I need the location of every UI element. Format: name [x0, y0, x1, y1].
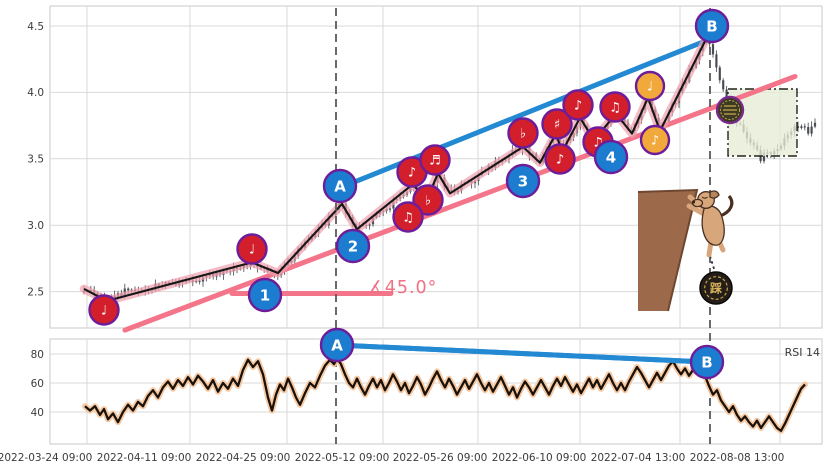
annotation-markers: ♩ ♩ ♪ ♬ ♭ ♫ ♭ ♯ ♪ ♪ ♫ ♫ ♩ ♪ 1 2 3 4 A B A B — [88, 8, 730, 380]
rsi-indicator-label: RSI 14 — [785, 346, 820, 359]
cliff-shape — [638, 190, 697, 311]
trend-line-rsi-divergence-top[interactable] — [334, 342, 709, 365]
price-tick-label: 4.0 — [27, 87, 44, 99]
rsi-tick-label: 60 — [31, 378, 44, 390]
svg-text:3: 3 — [518, 172, 528, 190]
svg-text:♫: ♫ — [609, 101, 621, 116]
dog-eye — [701, 196, 708, 199]
note-marker-♯[interactable]: ♯ — [541, 108, 573, 140]
x-tick-label: 2022-04-25 09:00 — [196, 452, 291, 464]
point-marker-B[interactable]: B — [694, 8, 730, 44]
svg-text:♭: ♭ — [425, 194, 431, 209]
x-axis-tick-labels: 2022-03-24 09:00 2022-04-11 09:00 2022-04-… — [0, 452, 784, 464]
note-marker-♫[interactable]: ♫ — [392, 201, 424, 233]
svg-text:♯: ♯ — [554, 118, 560, 133]
climbing-dog — [686, 190, 734, 258]
note-marker-♩[interactable]: ♩ — [88, 294, 120, 326]
svg-text:♪: ♪ — [574, 99, 582, 114]
svg-text:1: 1 — [260, 286, 270, 304]
svg-text:♩: ♩ — [647, 80, 653, 95]
note-marker-♩[interactable]: ♩ — [236, 233, 268, 265]
price-tick-label: 4.5 — [27, 21, 44, 33]
ball-character: 踩 — [710, 282, 722, 296]
rsi-line-series — [82, 355, 808, 434]
x-tick-label: 2022-07-04 13:00 — [591, 452, 686, 464]
svg-text:♩: ♩ — [249, 243, 255, 258]
price-axis-tick-labels: 4.5 4.0 3.5 3.0 2.5 — [27, 21, 44, 299]
svg-text:4: 4 — [606, 148, 616, 166]
svg-text:B: B — [706, 17, 717, 35]
svg-text:A: A — [331, 336, 343, 354]
note-marker-♭[interactable]: ♭ — [507, 117, 539, 149]
price-panel-frame — [49, 5, 823, 329]
angle-annotation-label: ∡45.0° — [368, 278, 437, 298]
point-marker-A[interactable]: A — [319, 327, 355, 363]
price-tick-label: 3.5 — [27, 154, 44, 166]
coin-seal-icon — [715, 95, 745, 125]
point-marker-2[interactable]: 2 — [335, 228, 371, 264]
dog-cliff-illustration: 踩 — [637, 188, 734, 312]
rsi-tick-label: 80 — [31, 349, 44, 361]
svg-text:♪: ♪ — [651, 134, 659, 149]
svg-text:♬: ♬ — [429, 154, 441, 169]
svg-text:♪: ♪ — [408, 166, 416, 181]
x-tick-label: 2022-08-08 13:00 — [690, 452, 785, 464]
note-marker-♩[interactable]: ♩ — [634, 70, 666, 102]
point-marker-3[interactable]: 3 — [505, 163, 541, 199]
note-marker-♪[interactable]: ♪ — [562, 89, 594, 121]
dog-tail — [719, 194, 734, 218]
note-marker-♪[interactable]: ♪ — [639, 124, 671, 156]
svg-text:♫: ♫ — [402, 211, 414, 226]
svg-text:♪: ♪ — [556, 153, 564, 168]
point-marker-A[interactable]: A — [322, 168, 358, 204]
rsi-axis-tick-labels: 80 60 40 — [31, 349, 44, 419]
note-marker-♭[interactable]: ♭ — [412, 184, 444, 216]
price-tick-label: 2.5 — [27, 286, 44, 298]
svg-text:♭: ♭ — [520, 127, 526, 142]
note-marker-♫[interactable]: ♫ — [599, 91, 631, 123]
point-marker-4[interactable]: 4 — [593, 139, 629, 175]
point-marker-1[interactable]: 1 — [247, 277, 283, 313]
vertical-reference-lines — [335, 8, 711, 444]
x-tick-label: 2022-05-12 09:00 — [295, 452, 390, 464]
x-tick-label: 2022-04-11 09:00 — [97, 452, 192, 464]
svg-text:♫: ♫ — [592, 136, 604, 151]
x-tick-label: 2022-06-10 09:00 — [492, 452, 587, 464]
price-tick-label: 3.0 — [27, 220, 44, 232]
weight-ball: 踩 — [699, 271, 733, 305]
candlestick-series — [82, 36, 817, 308]
note-marker-♪[interactable]: ♪ — [544, 143, 576, 175]
point-marker-B[interactable]: B — [689, 344, 725, 380]
x-tick-label: 2022-05-26 09:00 — [393, 452, 488, 464]
svg-text:2: 2 — [348, 237, 358, 255]
svg-text:♩: ♩ — [101, 304, 107, 319]
svg-text:B: B — [701, 353, 712, 371]
note-marker-♬[interactable]: ♬ — [419, 144, 451, 176]
svg-text:A: A — [334, 177, 346, 195]
rsi-tick-label: 40 — [31, 407, 44, 419]
trend-line-rising-support[interactable] — [122, 73, 798, 333]
rsi-panel-frame — [49, 338, 823, 445]
x-tick-label: 2022-03-24 09:00 — [0, 452, 92, 464]
